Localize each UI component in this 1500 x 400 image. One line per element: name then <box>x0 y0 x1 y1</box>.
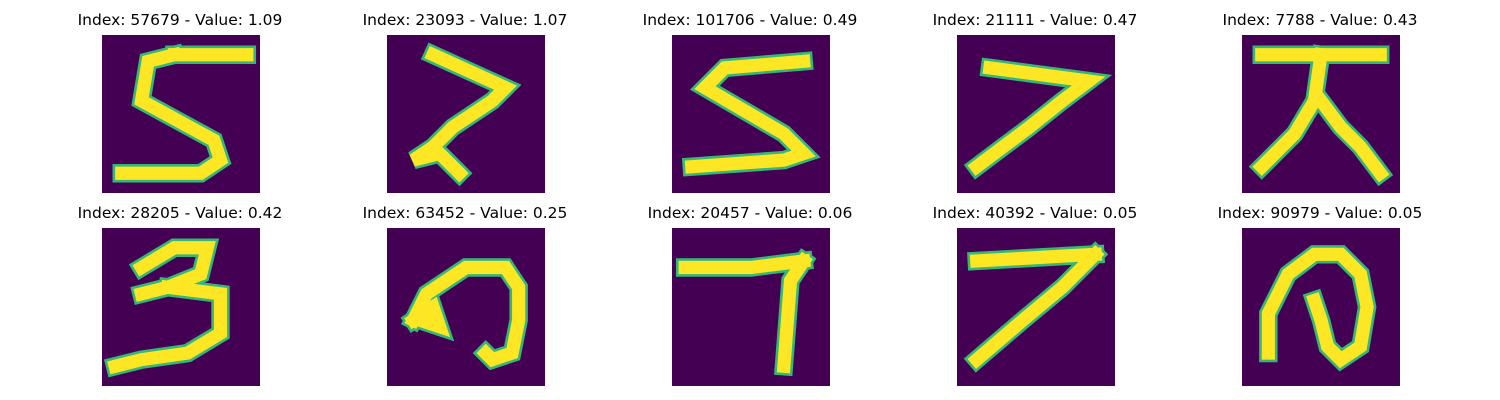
digit-7-strokes <box>963 241 1109 373</box>
panel-title: Index: 20457 - Value: 0.06 <box>647 204 853 222</box>
stroke-core <box>404 260 526 368</box>
panel-title: Index: 28205 - Value: 0.42 <box>77 204 283 222</box>
stroke-core <box>409 46 517 183</box>
digit-5-strokes <box>112 43 257 183</box>
stroke-core <box>678 253 812 275</box>
glyph-spiral-strokes <box>1259 245 1377 372</box>
image-panel: Index: 20457 - Value: 0.06 <box>600 204 900 396</box>
digit-image <box>1242 35 1400 193</box>
digit-image <box>957 35 1115 193</box>
stroke-core <box>1311 91 1390 183</box>
digit-image <box>957 228 1115 386</box>
digit-7-strokes <box>408 42 522 187</box>
panel-title: Index: 23093 - Value: 1.07 <box>362 11 568 29</box>
stroke-core <box>969 247 1103 268</box>
stroke-core <box>776 251 813 374</box>
panel-title: Index: 90979 - Value: 0.05 <box>1217 204 1423 222</box>
image-panel: Index: 40392 - Value: 0.05 <box>885 204 1185 396</box>
digit-3-strokes <box>103 238 230 378</box>
panel-title: Index: 101706 - Value: 0.49 <box>642 11 858 29</box>
stroke-core <box>1261 247 1374 369</box>
panel-title: Index: 40392 - Value: 0.05 <box>932 204 1138 222</box>
image-panel: Index: 28205 - Value: 0.42 <box>30 204 330 396</box>
panel-title: Index: 63452 - Value: 0.25 <box>362 204 568 222</box>
digit-image <box>102 228 260 386</box>
image-panel: Index: 21111 - Value: 0.47 <box>885 11 1185 203</box>
stroke-core <box>115 46 229 180</box>
digit-image <box>1242 228 1400 386</box>
image-panel: Index: 90979 - Value: 0.05 <box>1170 204 1470 396</box>
panel-title: Index: 57679 - Value: 1.09 <box>77 11 283 29</box>
digit-5-rotated-strokes <box>681 51 821 177</box>
glyph-ten-like-strokes <box>1248 44 1394 187</box>
digit-7-strokes <box>963 57 1113 180</box>
digit-7-strokes <box>675 248 817 377</box>
glyph-loop-strokes <box>400 258 528 371</box>
image-panel: Index: 7788 - Value: 0.43 <box>1170 11 1470 203</box>
digit-image <box>672 228 830 386</box>
digit-image <box>387 35 545 193</box>
stroke-core <box>107 279 228 375</box>
image-panel: Index: 101706 - Value: 0.49 <box>600 11 900 203</box>
digit-image <box>102 35 260 193</box>
image-panel: Index: 23093 - Value: 1.07 <box>315 11 615 203</box>
stroke-core <box>967 245 1105 369</box>
image-panel: Index: 63452 - Value: 0.25 <box>315 204 615 396</box>
stroke-core <box>684 54 816 174</box>
stroke-core <box>404 296 451 338</box>
digit-image <box>672 35 830 193</box>
digit-image <box>387 228 545 386</box>
stroke-core <box>1252 47 1329 176</box>
panel-title: Index: 7788 - Value: 0.43 <box>1222 11 1418 29</box>
stroke-core <box>967 60 1106 176</box>
panel-title: Index: 21111 - Value: 0.47 <box>932 11 1138 29</box>
image-panel: Index: 57679 - Value: 1.09 <box>30 11 330 203</box>
